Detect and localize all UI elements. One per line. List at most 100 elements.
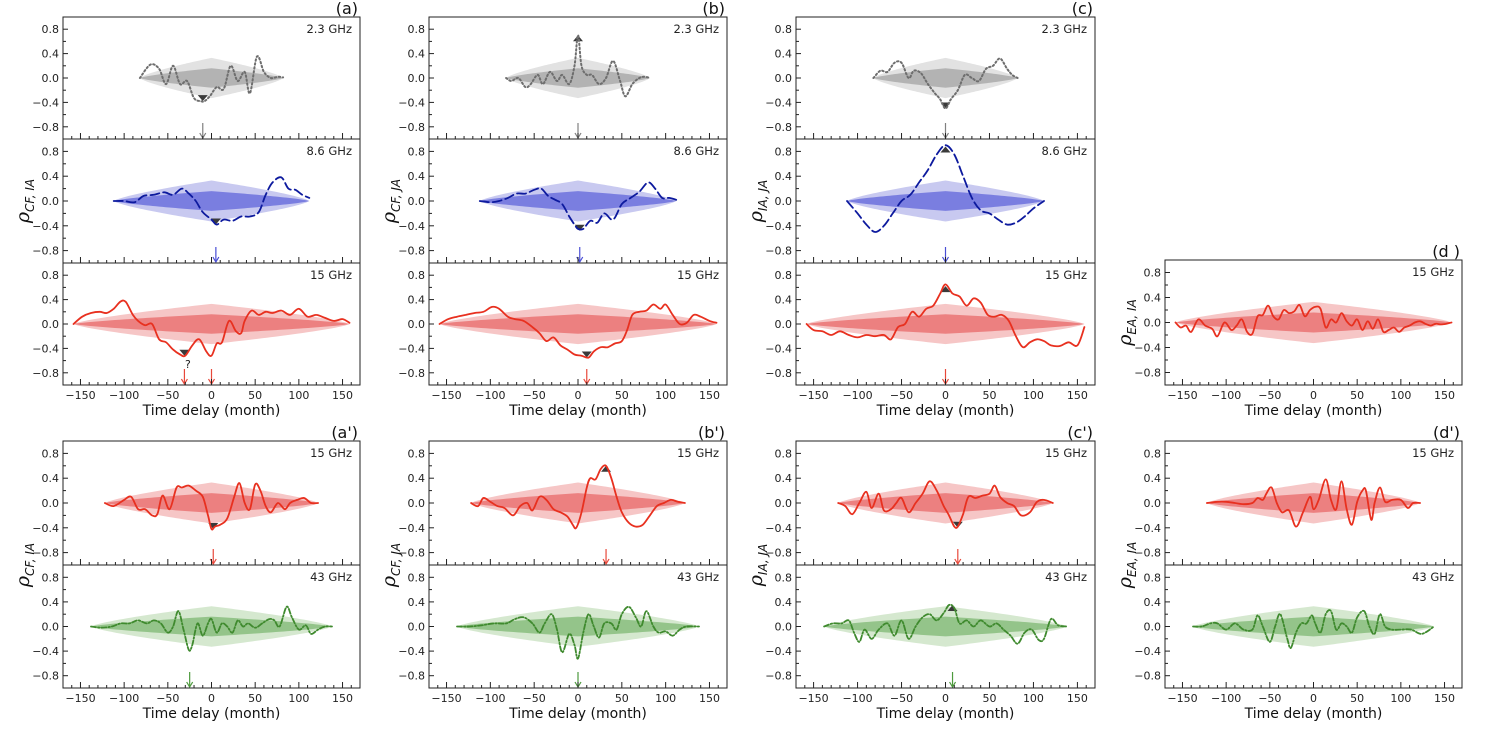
subplot-8-6ghz: 0.8 0.4 0.0 −0.4 −0.8 8.6 GHz: [765, 138, 1096, 264]
y-tick-label: 0.4: [42, 472, 60, 485]
y-axis-title: ρCF, IA: [12, 543, 37, 588]
panel-title: (d'): [1433, 423, 1460, 442]
y-tick-label: 0.4: [775, 48, 793, 61]
arrow-head-icon: [954, 558, 962, 566]
x-tick-label: −100: [842, 692, 872, 705]
correlation-line: [438, 303, 718, 359]
confidence-band-95: [439, 314, 717, 334]
x-tick-label: 100: [288, 692, 309, 705]
frequency-label: 8.6 GHz: [673, 144, 719, 158]
y-tick-label: 0.0: [775, 195, 793, 208]
correlation-line: [805, 283, 1086, 349]
y-tick-label: 0.8: [1144, 447, 1162, 460]
x-tick-label: 150: [1067, 692, 1088, 705]
panel-b: (b) 0.8 0.4 0.0 −0.4 −0.8 2.3 GHz 0.8 0.4 0.0 −0.4…: [378, 0, 728, 419]
x-tick-label: −100: [475, 389, 505, 402]
x-tick-label: 50: [615, 692, 629, 705]
y-tick-label: 0.8: [775, 23, 793, 36]
frequency-label: 43 GHz: [1045, 570, 1087, 584]
x-tick-label: −50: [890, 692, 913, 705]
panel-title: (b'): [698, 423, 725, 442]
subplot-2-3ghz: 0.8 0.4 0.0 −0.4 −0.8 2.3 GHz: [32, 16, 361, 140]
x-tick-label: −50: [1258, 389, 1281, 402]
y-tick-label: −0.4: [398, 645, 425, 658]
x-tick-label: 50: [615, 389, 629, 402]
subplot-15ghz: ? 0.8 0.4 0.0 −0.4 −0.8 15 GHz: [32, 262, 361, 386]
y-tick-label: 0.4: [408, 472, 426, 485]
confidence-band-95: [479, 191, 677, 211]
y-tick-label: 0.0: [775, 621, 793, 634]
y-tick-label: −0.8: [765, 367, 792, 380]
y-axis-title: ρIA, JA: [745, 180, 770, 224]
y-tick-label: −0.4: [32, 645, 59, 658]
panel-c: (c) 0.8 0.4 0.0 −0.4 −0.8 2.3 GHz 0.8 0.4 0.0 −0.4…: [745, 0, 1096, 419]
confidence-band-95: [873, 68, 1018, 88]
correlation-line: [72, 299, 351, 358]
y-tick-label: −0.4: [1134, 522, 1161, 535]
panel-title: (c): [1072, 0, 1093, 18]
x-tick-label: −150: [431, 692, 461, 705]
x-tick-label: −100: [842, 389, 872, 402]
y-tick-label: 0.4: [42, 48, 60, 61]
peak-marker: [574, 224, 585, 231]
y-tick-label: 0.4: [408, 596, 426, 609]
x-tick-label: 0: [1310, 692, 1317, 705]
x-tick-label: 100: [1023, 692, 1044, 705]
panel-title: (a): [336, 0, 358, 18]
frequency-label: 15 GHz: [1045, 268, 1087, 282]
x-tick-label: 100: [655, 389, 676, 402]
y-tick-label: 0.8: [775, 145, 793, 158]
frequency-label: 8.6 GHz: [306, 144, 352, 158]
correlation-line: [470, 464, 686, 530]
y-tick-label: 0.0: [408, 318, 426, 331]
panel-title: (b): [702, 0, 725, 18]
y-tick-label: −0.8: [1134, 367, 1161, 380]
arrow-head-icon: [186, 681, 194, 689]
x-tick-label: 50: [982, 389, 996, 402]
x-tick-label: 0: [1310, 389, 1317, 402]
x-tick-label: 150: [699, 389, 720, 402]
x-axis-title: Time delay (month): [876, 403, 1015, 419]
correlation-line: [456, 605, 700, 660]
correlation-line: [837, 480, 1054, 529]
y-tick-label: 0.4: [775, 294, 793, 307]
x-tick-label: 150: [1434, 389, 1455, 402]
peak-marker: [210, 218, 221, 225]
y-tick-label: 0.4: [408, 48, 426, 61]
x-tick-label: −150: [798, 692, 828, 705]
x-axis-title: Time delay (month): [508, 706, 647, 722]
y-tick-label: 0.4: [1144, 596, 1162, 609]
x-tick-label: 50: [982, 692, 996, 705]
correlation-line: [505, 34, 651, 98]
frequency-label: 43 GHz: [677, 570, 719, 584]
correlation-line: [138, 55, 285, 103]
y-tick-label: 0.8: [42, 447, 60, 460]
y-tick-label: −0.8: [398, 547, 425, 560]
frequency-label: 15 GHz: [1045, 446, 1087, 460]
subplot-43ghz: 0.8 0.4 0.0 −0.4 −0.8 43 GHz: [765, 564, 1096, 689]
y-tick-label: −0.4: [765, 522, 792, 535]
y-tick-label: −0.8: [32, 670, 59, 683]
x-tick-label: −50: [1258, 692, 1281, 705]
y-tick-label: −0.4: [765, 220, 792, 233]
x-tick-label: 150: [332, 692, 353, 705]
x-tick-label: 0: [575, 692, 582, 705]
y-tick-label: −0.4: [32, 96, 59, 109]
x-axis-title: Time delay (month): [1244, 706, 1383, 722]
x-tick-label: 50: [1350, 692, 1364, 705]
y-tick-label: 0.8: [408, 571, 426, 584]
subplot-15ghz: 0.8 0.4 0.0 −0.4 −0.8 15 GHz: [1134, 259, 1463, 386]
y-tick-label: 0.8: [775, 571, 793, 584]
confidence-band-95: [806, 314, 1085, 334]
y-tick-label: 0.0: [775, 497, 793, 510]
x-tick-label: 0: [208, 692, 215, 705]
y-tick-label: −0.4: [765, 96, 792, 109]
y-axis-title: ρIA, JA: [745, 544, 770, 588]
x-tick-label: −50: [523, 692, 546, 705]
y-tick-label: −0.8: [765, 547, 792, 560]
confidence-band-95: [1192, 616, 1435, 637]
x-tick-label: 150: [1434, 692, 1455, 705]
subplot-15ghz: 0.8 0.4 0.0 −0.4 −0.8 15 GHz: [1134, 440, 1463, 566]
x-axis-title: Time delay (month): [508, 403, 647, 419]
subplot-43ghz: 0.8 0.4 0.0 −0.4 −0.8 43 GHz: [32, 564, 361, 689]
